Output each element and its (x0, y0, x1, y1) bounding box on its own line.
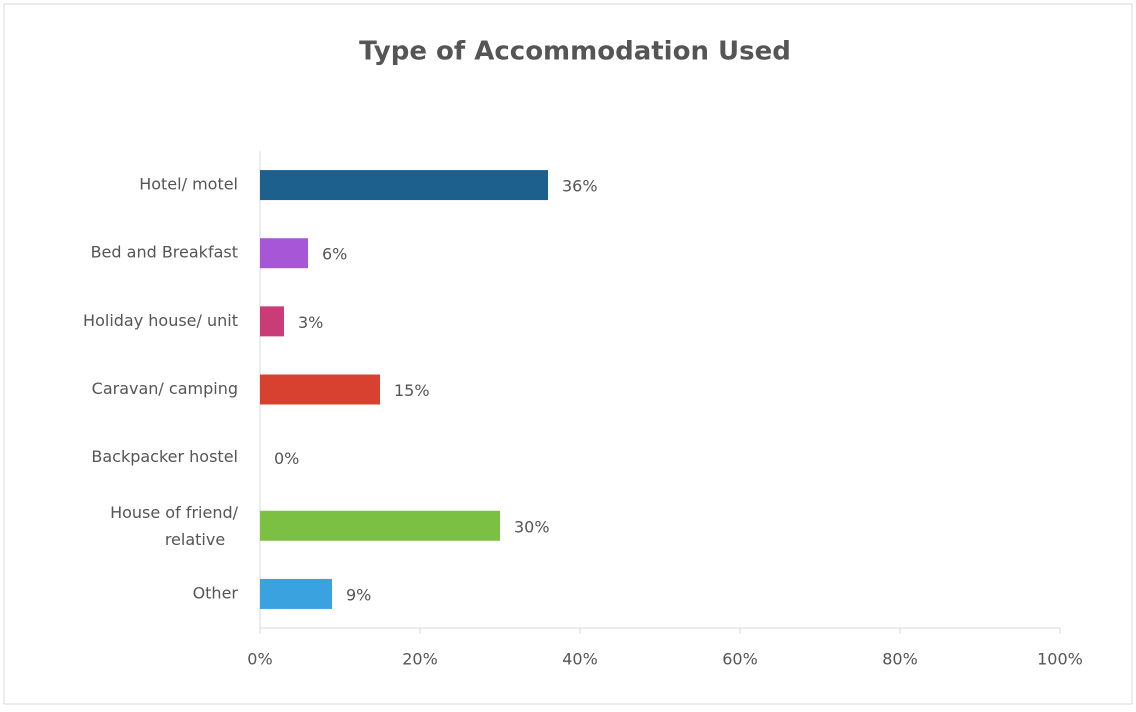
y-tick-label: Bed and Breakfast (91, 243, 238, 262)
data-label: 9% (346, 585, 371, 604)
bar (260, 374, 380, 405)
chart-title: Type of Accommodation Used (359, 37, 791, 67)
x-tick-label: 20% (402, 650, 438, 669)
chart-frame (3, 3, 1133, 705)
bar (260, 510, 500, 541)
y-tick-label: Caravan/ camping (92, 379, 238, 398)
x-tick-label: 80% (882, 650, 918, 669)
y-tick-label: Other (193, 583, 239, 602)
y-tick-label: Hotel/ motel (139, 175, 238, 194)
y-tick-label: House of friend/relative (110, 502, 239, 548)
data-label: 15% (394, 381, 430, 400)
x-tick-label: 40% (562, 650, 598, 669)
bar (260, 238, 308, 269)
data-label: 6% (322, 245, 347, 264)
data-label: 3% (298, 313, 323, 332)
bar (260, 306, 284, 337)
x-tick-label: 0% (247, 650, 272, 669)
x-tick-label: 60% (722, 650, 758, 669)
bar (260, 170, 548, 201)
y-tick-label: Holiday house/ unit (83, 311, 238, 330)
x-tick-label: 100% (1037, 650, 1083, 669)
bar (260, 578, 332, 609)
y-tick-label: Backpacker hostel (91, 447, 238, 466)
data-label: 30% (514, 517, 550, 536)
data-label: 0% (274, 449, 299, 468)
data-label: 36% (562, 177, 598, 196)
